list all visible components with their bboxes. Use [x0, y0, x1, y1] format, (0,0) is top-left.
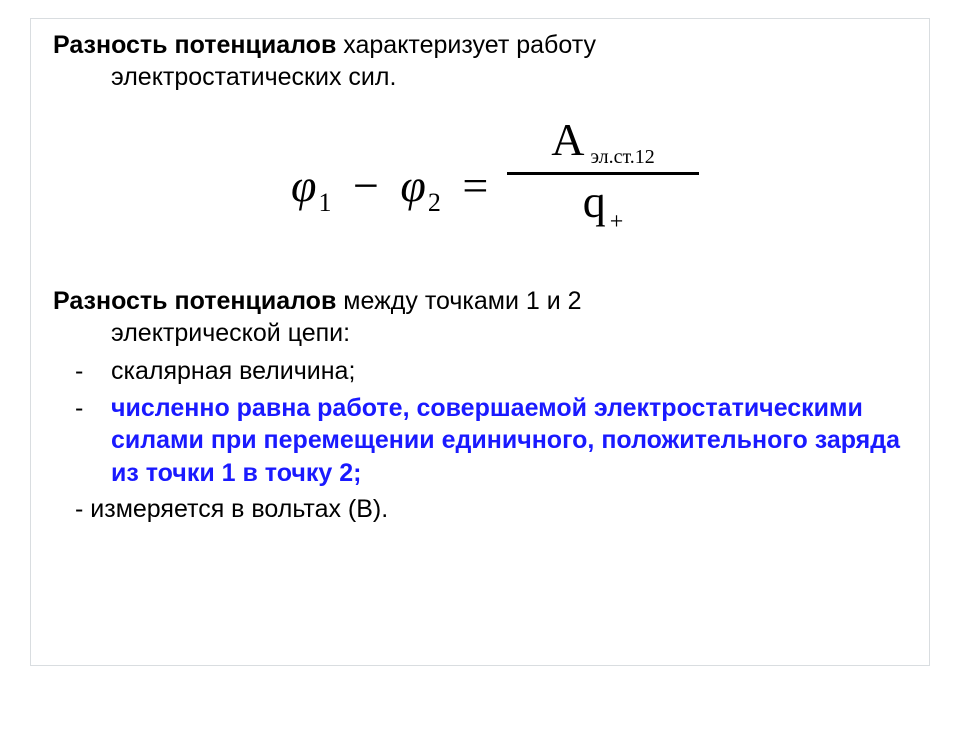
definition-paragraph: Разность потенциалов между точками 1 и 2…: [53, 285, 907, 349]
phi-1: φ: [291, 160, 316, 211]
bullet-list: - скалярная величина; - численно равна р…: [53, 355, 907, 489]
formula-fraction: Aэл.ст.12 q+: [493, 115, 713, 235]
intro-line2: электростатических сил.: [53, 61, 396, 93]
slide-frame: Разность потенциалов характеризует работ…: [30, 18, 930, 666]
definition-lead: Разность потенциалов: [53, 287, 336, 315]
bullet-1-text: скалярная величина;: [111, 357, 355, 385]
formula-lhs: φ1 − φ2 =: [291, 159, 498, 218]
numerator-sub: эл.ст.12: [584, 146, 654, 168]
equals-op: =: [452, 160, 498, 211]
definition-rest-1: между точками 1 и 2: [336, 287, 581, 315]
definition-line2: электрической цепи:: [53, 317, 350, 349]
bullet-2-text: численно равна работе, совершаемой элект…: [111, 394, 900, 487]
formula: φ1 − φ2 = Aэл.ст.12 q+: [53, 115, 907, 255]
dash-icon: -: [75, 355, 83, 388]
intro-rest-1: характеризует работу: [336, 31, 596, 59]
fraction-bar: [507, 172, 699, 175]
denominator-sub: +: [606, 209, 624, 235]
phi-1-sub: 1: [316, 188, 331, 217]
phi-2: φ: [400, 160, 425, 211]
numerator-A: A: [551, 114, 584, 165]
intro-lead: Разность потенциалов: [53, 31, 336, 59]
minus-op: −: [343, 160, 389, 211]
phi-2-sub: 2: [426, 188, 441, 217]
denominator-q: q: [583, 176, 606, 227]
list-item: - скалярная величина;: [53, 355, 907, 388]
dash-icon: -: [75, 392, 83, 425]
list-item: - численно равна работе, совершаемой эле…: [53, 392, 907, 490]
intro-paragraph: Разность потенциалов характеризует работ…: [53, 29, 907, 93]
measure-line: - измеряется в вольтах (В).: [53, 493, 907, 526]
fraction-denominator: q+: [493, 177, 713, 235]
fraction-numerator: Aэл.ст.12: [493, 115, 713, 168]
